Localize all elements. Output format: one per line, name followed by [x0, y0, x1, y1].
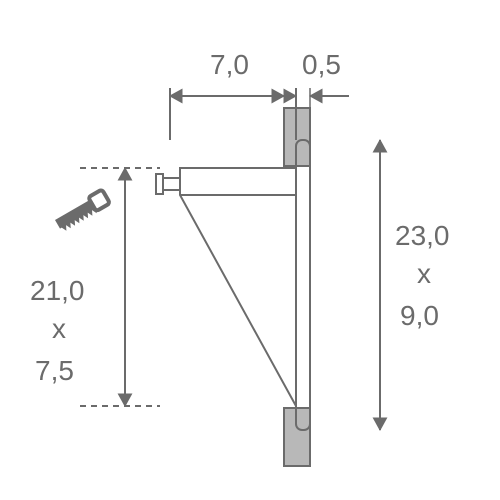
flange-plate: [296, 140, 310, 430]
dim-cutout-l3: 7,5: [35, 355, 74, 386]
saw-icon: [54, 189, 111, 233]
dim-plate-l1: 23,0: [395, 220, 450, 251]
dim-plate-l2: x: [417, 258, 431, 289]
dim-plate-l3: 9,0: [400, 300, 439, 331]
fixture-body: [180, 168, 296, 406]
dim-depth-label: 7,0: [210, 49, 249, 80]
connector-stub: [163, 178, 180, 190]
dim-cutout-l1: 21,0: [30, 275, 85, 306]
connector-cap: [156, 174, 163, 194]
dim-cutout-l2: x: [52, 313, 66, 344]
dim-flange-label: 0,5: [302, 49, 341, 80]
